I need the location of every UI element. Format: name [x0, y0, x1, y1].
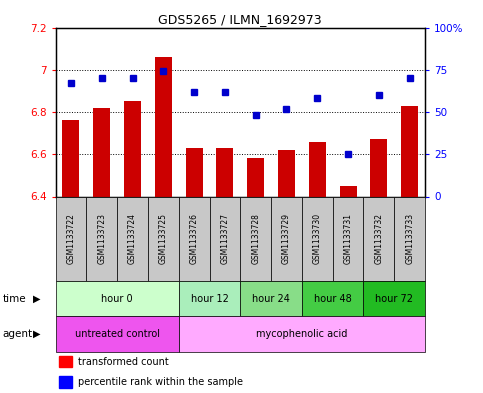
Text: untreated control: untreated control	[75, 329, 159, 339]
Text: hour 24: hour 24	[252, 294, 290, 304]
Text: agent: agent	[2, 329, 32, 339]
Text: mycophenolic acid: mycophenolic acid	[256, 329, 348, 339]
Bar	[216, 148, 233, 196]
Bar	[62, 121, 79, 196]
Text: GSM1133732: GSM1133732	[374, 213, 384, 264]
Bar	[179, 316, 425, 352]
Text: time: time	[2, 294, 26, 304]
Bar	[364, 196, 394, 281]
Text: GSM1133726: GSM1133726	[190, 213, 199, 264]
Text: ▶: ▶	[32, 329, 40, 339]
Bar	[179, 196, 210, 281]
Bar	[302, 281, 364, 316]
Bar	[56, 316, 179, 352]
Bar	[278, 150, 295, 196]
Bar	[148, 196, 179, 281]
Bar	[210, 196, 240, 281]
Bar	[185, 148, 202, 196]
Text: GSM1133730: GSM1133730	[313, 213, 322, 264]
Bar	[333, 196, 364, 281]
Bar	[271, 196, 302, 281]
Text: GSM1133722: GSM1133722	[67, 213, 75, 264]
Bar	[93, 108, 110, 196]
Text: GSM1133728: GSM1133728	[251, 213, 260, 264]
Text: hour 12: hour 12	[191, 294, 228, 304]
Title: GDS5265 / ILMN_1692973: GDS5265 / ILMN_1692973	[158, 13, 322, 26]
Bar	[86, 196, 117, 281]
Text: hour 72: hour 72	[375, 294, 413, 304]
Bar	[56, 281, 179, 316]
Bar	[364, 281, 425, 316]
Bar	[394, 196, 425, 281]
Text: GSM1133733: GSM1133733	[405, 213, 414, 264]
Bar	[124, 101, 141, 196]
Text: percentile rank within the sample: percentile rank within the sample	[78, 377, 243, 387]
Text: GSM1133727: GSM1133727	[220, 213, 229, 264]
Bar	[302, 196, 333, 281]
Text: ▶: ▶	[32, 294, 40, 304]
Text: GSM1133729: GSM1133729	[282, 213, 291, 264]
Text: hour 0: hour 0	[101, 294, 133, 304]
Text: GSM1133725: GSM1133725	[159, 213, 168, 264]
Bar	[240, 281, 302, 316]
Bar	[155, 57, 172, 196]
Bar	[401, 106, 418, 196]
Bar	[179, 281, 240, 316]
Text: hour 48: hour 48	[314, 294, 352, 304]
Bar	[59, 356, 72, 367]
Text: GSM1133723: GSM1133723	[97, 213, 106, 264]
Text: transformed count: transformed count	[78, 356, 169, 367]
Bar	[247, 158, 264, 196]
Bar	[370, 140, 387, 196]
Bar	[340, 186, 356, 196]
Bar	[56, 196, 86, 281]
Bar	[117, 196, 148, 281]
Bar	[309, 141, 326, 196]
Bar	[59, 376, 72, 388]
Bar	[240, 196, 271, 281]
Text: GSM1133724: GSM1133724	[128, 213, 137, 264]
Text: GSM1133731: GSM1133731	[343, 213, 353, 264]
